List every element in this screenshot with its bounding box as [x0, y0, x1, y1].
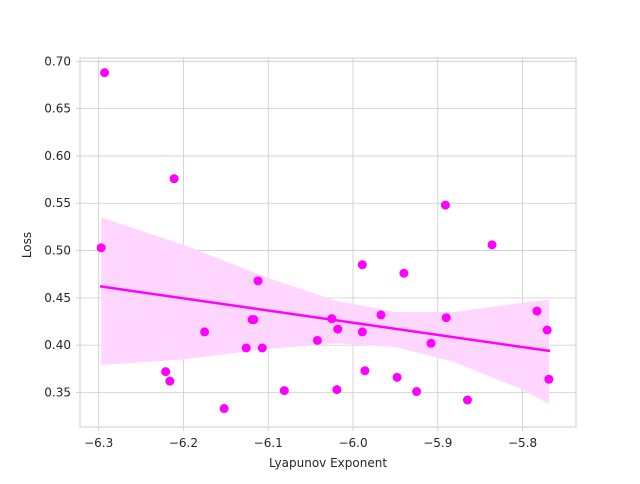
axes: [76, 57, 577, 431]
grid: [80, 58, 576, 427]
data-point: [161, 367, 171, 377]
x-tick-label: −6.3: [84, 436, 113, 450]
y-tick-label: 0.35: [44, 385, 71, 399]
y-tick-label: 0.55: [44, 196, 71, 210]
data-point: [165, 376, 175, 386]
data-point: [376, 310, 386, 320]
regression-line: [99, 285, 551, 353]
x-tick-label: −5.8: [508, 436, 537, 450]
data-point: [544, 374, 554, 384]
data-point: [426, 338, 436, 348]
data-point: [241, 343, 251, 353]
data-point: [399, 268, 409, 278]
plot-frame: [79, 57, 577, 428]
data-point: [542, 325, 552, 335]
data-point: [96, 243, 106, 253]
data-point: [312, 335, 322, 345]
data-point: [257, 343, 267, 353]
data-point: [249, 315, 259, 325]
data-point: [357, 260, 367, 270]
data-point: [200, 327, 210, 337]
data-point: [441, 313, 451, 323]
data-point: [100, 68, 110, 78]
data-point: [462, 395, 472, 405]
tick-labels: −6.3 −6.2 −6.1 −6.0 −5.9 −5.8 0.35 0.40 0.45 0.50…: [44, 54, 537, 450]
y-tick-label: 0.40: [44, 338, 71, 352]
data-point: [253, 276, 263, 286]
data-point: [332, 385, 342, 395]
data-point: [169, 174, 179, 184]
data-points: [96, 68, 554, 414]
data-point: [412, 387, 422, 397]
y-axis-label: Loss: [20, 232, 34, 258]
regression-line-layer: [99, 285, 551, 353]
data-point: [532, 306, 542, 316]
y-tick-label: 0.60: [44, 149, 71, 163]
data-point: [440, 200, 450, 210]
data-point: [279, 386, 289, 396]
data-point: [219, 404, 229, 414]
confidence-band-layer: [101, 217, 549, 404]
x-tick-label: −6.2: [169, 436, 198, 450]
data-point: [327, 314, 337, 324]
data-point: [357, 327, 367, 337]
y-tick-label: 0.50: [44, 244, 71, 258]
data-point: [487, 240, 497, 250]
x-axis-label: Lyapunov Exponent: [269, 456, 387, 470]
y-tick-label: 0.45: [44, 291, 71, 305]
confidence-band: [101, 217, 549, 404]
y-tick-label: 0.70: [44, 54, 71, 68]
data-point: [360, 366, 370, 376]
data-point: [333, 324, 343, 334]
x-tick-label: −6.0: [338, 436, 367, 450]
x-tick-label: −5.9: [423, 436, 452, 450]
x-tick-label: −6.1: [254, 436, 283, 450]
y-tick-label: 0.65: [44, 102, 71, 116]
data-point: [392, 372, 402, 382]
